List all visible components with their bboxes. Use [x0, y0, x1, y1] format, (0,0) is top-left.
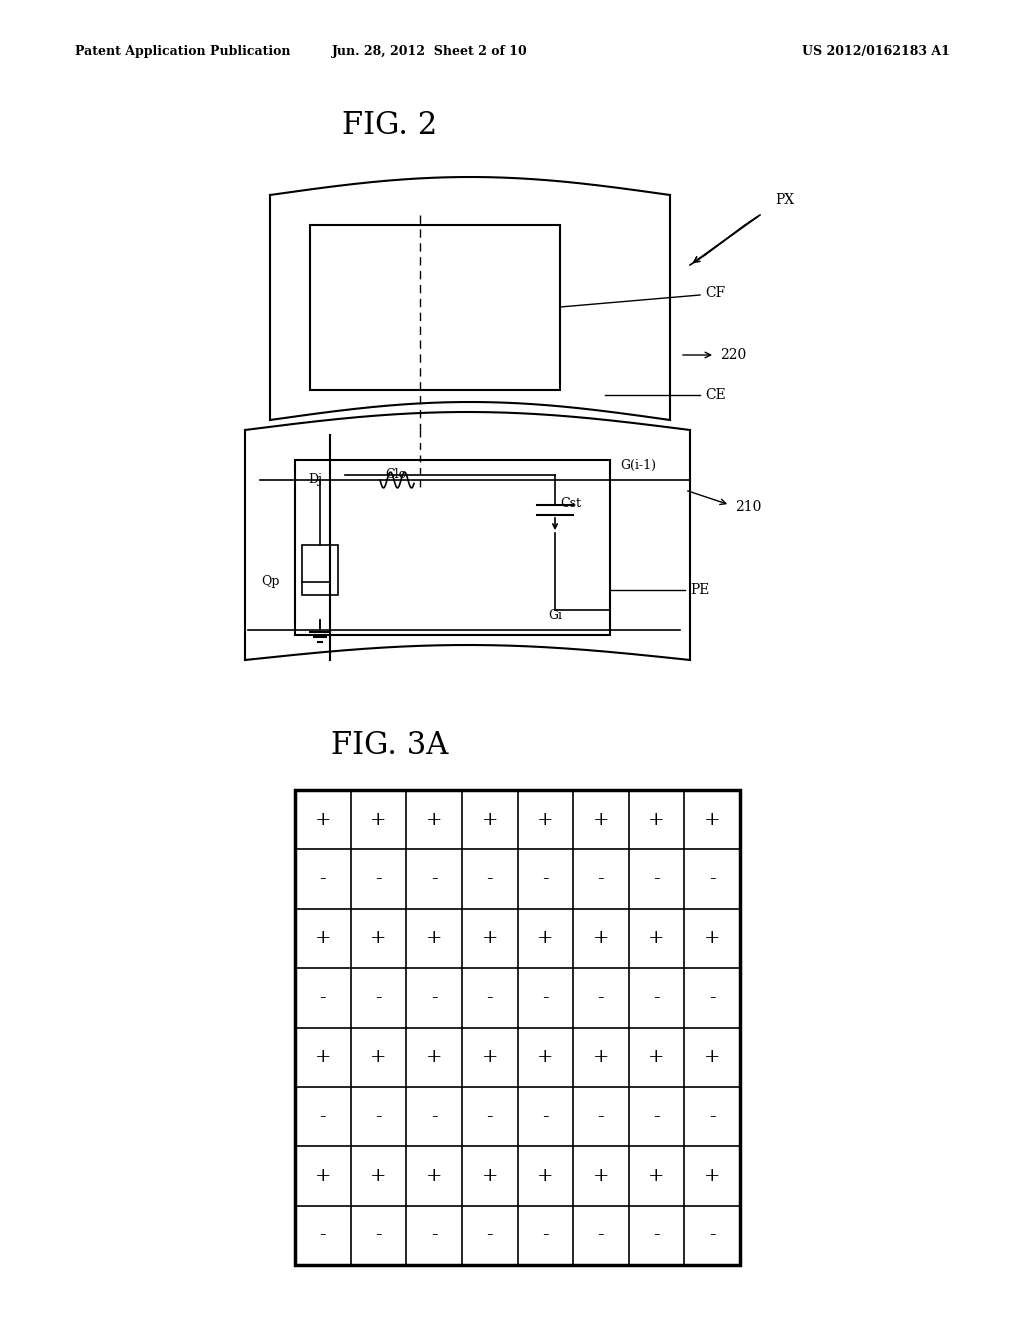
Text: -: - [653, 1226, 659, 1245]
Text: +: + [481, 1048, 498, 1067]
Text: -: - [598, 989, 604, 1007]
Text: +: + [593, 810, 609, 829]
Text: -: - [375, 1107, 382, 1126]
Text: +: + [314, 929, 331, 948]
Text: -: - [486, 1226, 493, 1245]
Text: -: - [598, 1226, 604, 1245]
Text: -: - [486, 870, 493, 888]
Text: +: + [593, 929, 609, 948]
Text: -: - [375, 989, 382, 1007]
Text: +: + [371, 1048, 387, 1067]
Text: -: - [653, 989, 659, 1007]
Text: Jun. 28, 2012  Sheet 2 of 10: Jun. 28, 2012 Sheet 2 of 10 [332, 45, 528, 58]
Text: +: + [371, 929, 387, 948]
Text: +: + [426, 810, 442, 829]
Text: +: + [314, 810, 331, 829]
Text: +: + [371, 810, 387, 829]
Text: Dj: Dj [308, 474, 322, 487]
Text: -: - [598, 870, 604, 888]
Text: -: - [375, 870, 382, 888]
Text: +: + [314, 1167, 331, 1185]
Text: -: - [319, 989, 326, 1007]
Text: +: + [648, 1048, 665, 1067]
Text: -: - [542, 870, 549, 888]
Text: -: - [542, 1226, 549, 1245]
Text: -: - [709, 1226, 716, 1245]
Text: FIG. 3A: FIG. 3A [332, 730, 449, 760]
Text: Clc: Clc [385, 469, 406, 480]
Text: CF: CF [705, 286, 725, 300]
Bar [295, 789, 740, 1265]
Text: +: + [371, 1167, 387, 1185]
Text: +: + [481, 810, 498, 829]
Text: -: - [319, 1107, 326, 1126]
Text: +: + [426, 929, 442, 948]
Text: +: + [426, 1048, 442, 1067]
Text: -: - [319, 870, 326, 888]
Text: +: + [537, 1048, 554, 1067]
Text: -: - [375, 1226, 382, 1245]
Text: -: - [319, 1226, 326, 1245]
Text: -: - [431, 1226, 437, 1245]
Text: G(i-1): G(i-1) [620, 459, 656, 473]
Text: FIG. 2: FIG. 2 [342, 110, 437, 140]
Text: -: - [486, 1107, 493, 1126]
Text: +: + [481, 929, 498, 948]
Text: -: - [431, 870, 437, 888]
Text: +: + [703, 810, 721, 829]
Text: -: - [653, 870, 659, 888]
Text: -: - [431, 989, 437, 1007]
Text: -: - [653, 1107, 659, 1126]
Text: PE: PE [690, 583, 710, 597]
Bar [295, 459, 610, 635]
Bar [302, 545, 338, 595]
Text: -: - [598, 1107, 604, 1126]
Text: -: - [542, 1107, 549, 1126]
Text: CE: CE [705, 388, 726, 403]
Text: Patent Application Publication: Patent Application Publication [75, 45, 291, 58]
Text: +: + [648, 810, 665, 829]
Text: +: + [426, 1167, 442, 1185]
Text: +: + [593, 1167, 609, 1185]
Text: -: - [709, 989, 716, 1007]
Text: -: - [542, 989, 549, 1007]
Text: -: - [709, 870, 716, 888]
Text: PX: PX [775, 193, 795, 207]
Text: -: - [431, 1107, 437, 1126]
Text: US 2012/0162183 A1: US 2012/0162183 A1 [802, 45, 950, 58]
Text: +: + [481, 1167, 498, 1185]
Text: Cst: Cst [560, 498, 581, 510]
Text: +: + [648, 1167, 665, 1185]
Bar [310, 224, 560, 389]
Text: +: + [537, 929, 554, 948]
Text: Qp: Qp [261, 576, 280, 589]
Text: +: + [537, 810, 554, 829]
Text: -: - [486, 989, 493, 1007]
Text: +: + [314, 1048, 331, 1067]
Text: +: + [593, 1048, 609, 1067]
Text: +: + [648, 929, 665, 948]
Text: +: + [703, 1167, 721, 1185]
Text: -: - [709, 1107, 716, 1126]
Text: +: + [537, 1167, 554, 1185]
Text: 220: 220 [720, 348, 746, 362]
Text: +: + [703, 1048, 721, 1067]
Text: Gi: Gi [548, 609, 562, 622]
Text: 210: 210 [735, 500, 762, 513]
Text: +: + [703, 929, 721, 948]
